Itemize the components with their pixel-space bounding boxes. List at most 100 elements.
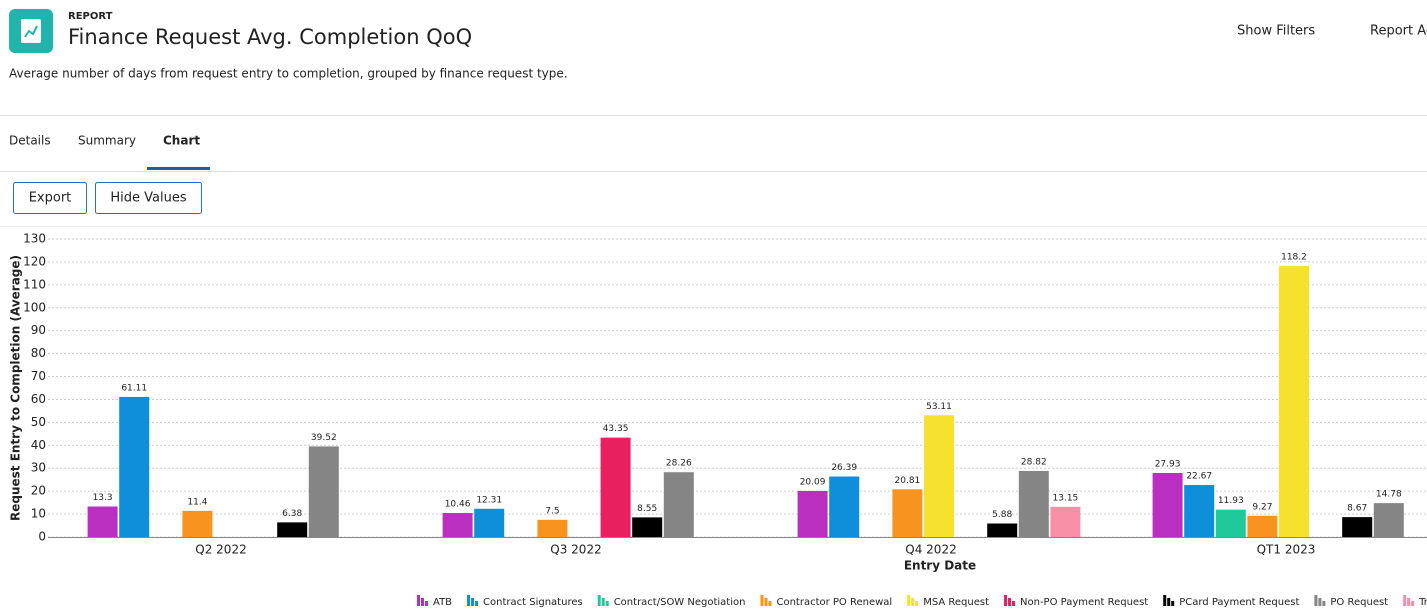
legend-icon <box>605 601 609 606</box>
bar <box>474 508 505 537</box>
value-label: 26.39 <box>831 463 857 473</box>
legend-icon <box>907 595 911 606</box>
export-button[interactable] <box>13 182 87 214</box>
value-label: 28.26 <box>666 459 692 469</box>
bar <box>924 415 954 537</box>
legend-icon <box>1403 595 1407 606</box>
bar <box>1373 503 1404 537</box>
legend-icon <box>475 601 479 606</box>
y-tick-label: 80 <box>31 346 46 360</box>
value-label: 7.5 <box>545 506 559 516</box>
show-filters[interactable]: Show Filters <box>1237 24 1315 39</box>
legend-icon <box>1008 598 1012 606</box>
bar <box>308 446 339 537</box>
bar <box>1184 485 1215 537</box>
value-label: 13.15 <box>1053 493 1079 503</box>
value-label: 28.82 <box>1021 457 1047 467</box>
legend-icon <box>764 598 768 606</box>
legend-icon <box>417 595 420 606</box>
value-label: 9.27 <box>1252 502 1272 512</box>
bar <box>119 396 150 537</box>
bar <box>892 489 923 537</box>
button-label: Export <box>29 191 72 206</box>
legend-icon <box>597 595 601 606</box>
value-label: 20.81 <box>895 476 921 486</box>
y-tick-label: 130 <box>23 232 46 246</box>
legend-icon <box>1004 595 1008 606</box>
bar <box>1215 509 1246 537</box>
bar <box>1152 472 1183 537</box>
legend-icon <box>1411 601 1415 606</box>
value-label: 27.93 <box>1155 459 1181 469</box>
report-actions[interactable]: Report Ac <box>1370 24 1427 39</box>
value-label: 43.35 <box>603 424 629 434</box>
bar <box>1247 515 1278 537</box>
legend-icon <box>1318 598 1322 606</box>
legend-label: ATB <box>433 597 452 608</box>
legend-icon <box>760 595 764 606</box>
y-tick-label: 70 <box>31 369 46 383</box>
value-label: 11.93 <box>1218 496 1244 506</box>
legend-label: Contract Signatures <box>483 597 583 608</box>
x-axis-title: Entry Date <box>904 559 976 573</box>
legend-icon <box>421 598 424 606</box>
legend-icon <box>471 598 475 606</box>
x-tick-label: Q4 2022 <box>905 543 956 557</box>
value-label: 8.67 <box>1347 504 1367 514</box>
tab-active[interactable]: Chart <box>163 134 200 148</box>
legend-icon <box>1012 601 1016 606</box>
y-tick-label: 60 <box>31 392 46 406</box>
value-label: 39.52 <box>311 433 337 443</box>
x-tick-label: QT1 2023 <box>1257 543 1316 557</box>
y-tick-label: 110 <box>23 277 46 291</box>
legend-icon <box>1171 601 1175 606</box>
x-tick-label: Q3 2022 <box>550 543 601 557</box>
legend-label: Contract/SOW Negotiation <box>614 597 746 608</box>
bar <box>1279 266 1309 537</box>
legend-label: Contractor PO Renewal <box>776 597 892 608</box>
bar <box>182 510 213 537</box>
value-label: 118.2 <box>1281 253 1307 263</box>
legend-label: PCard Payment Request <box>1179 597 1299 608</box>
bar <box>1018 470 1049 537</box>
y-tick-label: 20 <box>31 484 46 498</box>
x-tick-label: Q2 2022 <box>195 543 246 557</box>
eyebrow: REPORT <box>68 11 113 22</box>
bar <box>829 476 860 537</box>
legend-label: PO Request <box>1330 597 1388 608</box>
report-title: Finance Request Avg. Completion QoQ <box>68 25 472 49</box>
y-axis-title: Request Entry to Completion (Average) <box>9 255 23 521</box>
bar <box>663 472 694 537</box>
hide-values-button[interactable] <box>95 182 202 214</box>
bar <box>600 437 631 537</box>
bar <box>277 522 308 537</box>
legend-icon <box>1322 601 1326 606</box>
legend-icon <box>1163 595 1167 606</box>
value-label: 8.55 <box>637 504 657 514</box>
value-label: 53.11 <box>926 402 952 412</box>
value-label: 22.67 <box>1186 472 1212 482</box>
legend-icon <box>425 601 428 606</box>
bar <box>537 519 568 537</box>
tab-underline <box>147 167 210 170</box>
tab[interactable]: Details <box>9 134 51 148</box>
legend-icon <box>601 598 605 606</box>
bar <box>632 517 663 537</box>
value-label: 20.09 <box>800 477 826 487</box>
value-label: 61.11 <box>121 383 147 393</box>
legend-label: MSA Request <box>923 597 989 608</box>
tab[interactable]: Summary <box>78 134 136 148</box>
y-tick-label: 50 <box>31 415 46 429</box>
value-label: 10.46 <box>445 500 471 510</box>
legend-icon <box>768 601 772 606</box>
value-label: 12.31 <box>476 495 502 505</box>
value-label: 5.88 <box>992 510 1012 520</box>
legend-icon <box>1314 595 1318 606</box>
report-icon-sheet <box>21 19 41 43</box>
subtitle: Average number of days from request entr… <box>9 67 568 81</box>
bar <box>987 523 1018 537</box>
legend-icon <box>1167 598 1171 606</box>
legend-icon <box>1407 598 1411 606</box>
